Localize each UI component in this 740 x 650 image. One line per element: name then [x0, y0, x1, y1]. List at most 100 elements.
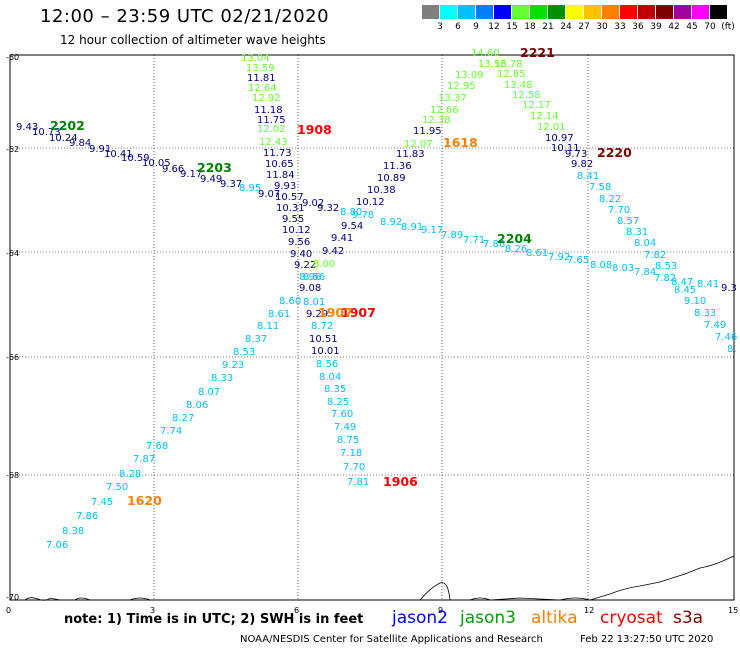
wave-height-value: 8.07: [198, 387, 220, 398]
legend-label: 21: [542, 22, 554, 32]
wave-height-value: 13.04: [241, 53, 270, 64]
pass-time-label: 1906: [383, 474, 418, 489]
wave-height-value: 10.12: [356, 197, 385, 208]
legend-swatch: [476, 5, 493, 19]
wave-height-value: 9.91: [89, 144, 111, 155]
wave-height-value: 7.68: [146, 441, 168, 452]
satellite-altika-label: altika: [531, 608, 578, 628]
legend-swatch: [674, 5, 691, 19]
wave-height-value: 10.01: [311, 346, 340, 357]
wave-height-value: 10.57: [275, 192, 304, 203]
legend-swatch: [440, 5, 457, 19]
wave-height-value: 7.70: [343, 462, 365, 473]
wave-height-value: 10.97: [545, 133, 574, 144]
latitude-labels: -60 -62 -64 -66 -68 -70: [6, 53, 19, 602]
legend-label: 3: [437, 22, 443, 32]
wave-height-value: 9.54: [341, 221, 363, 232]
wave-height-value: 9.41: [331, 233, 353, 244]
wave-height-value: 8.11: [257, 321, 279, 332]
wave-height-value: 8.03: [612, 263, 634, 274]
pass-time-label: 2203: [197, 160, 232, 175]
legend-swatch: [422, 5, 439, 19]
wave-height-value: 12.14: [530, 111, 559, 122]
wave-height-value: 8.: [727, 344, 737, 355]
legend-swatch: [584, 5, 601, 19]
latitude-tick-label: -60: [6, 53, 19, 62]
wave-height-value: 8.22: [599, 194, 621, 205]
wave-height-value: 12.58: [512, 90, 541, 101]
wave-height-value: 8.01: [303, 297, 325, 308]
pass-time-label: 2220: [597, 145, 632, 160]
wave-height-value: 8.53: [655, 261, 677, 272]
wave-height-value: 12.01: [537, 122, 566, 133]
wave-height-value: 13.37: [438, 93, 467, 104]
satellite-cryosat-label: cryosat: [600, 608, 663, 628]
wave-height-value: 7.86: [76, 511, 98, 522]
wave-height-value: 7.74: [160, 426, 182, 437]
wave-height-value: 12.95: [447, 81, 476, 92]
wave-height-value: 7.49: [334, 422, 356, 433]
wave-height-value: 10.89: [377, 173, 406, 184]
legend-label: 39: [650, 22, 662, 32]
legend-swatch: [512, 5, 529, 19]
legend-label: 70: [704, 22, 716, 32]
wave-height-value: 12.38: [422, 115, 451, 126]
wave-height-value: 9.84: [69, 138, 91, 149]
pass-time-label: 2221: [520, 45, 555, 60]
wave-height-value: 9.17: [180, 169, 202, 180]
wave-height-value: 12.17: [522, 100, 551, 111]
map-gridlines: [10, 55, 734, 600]
wave-height-value: 7.84: [634, 267, 656, 278]
wave-height-value: 8.33: [211, 373, 233, 384]
wave-height-value: 8.31: [626, 227, 648, 238]
wave-height-value: 8.35: [324, 384, 346, 395]
wave-height-value: 9.07: [258, 189, 280, 200]
wave-height-value: 9.93: [274, 181, 296, 192]
antarctic-coastline: [10, 555, 735, 601]
longitude-tick-label: 9: [438, 606, 443, 615]
wave-height-value: 10.59: [121, 153, 150, 164]
wave-height-value: 7.58: [589, 182, 611, 193]
wave-height-value: 8.33: [694, 308, 716, 319]
wave-height-value: 11.18: [254, 105, 283, 116]
satellite-tracks: 9.4310.7310.249.849.9110.4110.5910.059.6…: [16, 48, 737, 551]
wave-height-value: 12.02: [257, 124, 286, 135]
wave-height-value: 8.04: [319, 372, 341, 383]
footer-credit: NOAA/NESDIS Center for Satellite Applica…: [240, 634, 543, 645]
longitude-tick-label: 15: [728, 606, 738, 615]
pass-time-label: 1618: [443, 135, 478, 150]
wave-height-value: 8.41: [577, 171, 599, 182]
legend-label: 30: [596, 22, 608, 32]
wave-height-value: 9.73: [565, 149, 587, 160]
wave-height-value: 8.72: [311, 321, 333, 332]
longitude-labels: 0 3 6 9 12 15: [6, 606, 738, 615]
wave-height-value: 8.37: [245, 334, 267, 345]
legend-swatch: [620, 5, 637, 19]
wave-height-value: 14.60: [471, 48, 500, 59]
legend-label: 6: [455, 22, 461, 32]
wave-height-value: 9.78: [352, 210, 374, 221]
legend-label: 12: [488, 22, 500, 32]
wave-height-value: 9.23: [222, 360, 244, 371]
wave-height-value: 9.22: [294, 260, 316, 271]
satellite-s3a-label: s3a: [673, 608, 704, 628]
wave-height-value: 9.43: [16, 122, 38, 133]
latitude-tick-label: -68: [6, 471, 19, 480]
wave-height-value: 13.56: [478, 59, 507, 70]
wave-height-value: 12.92: [252, 93, 281, 104]
wave-height-value: 7.86: [483, 239, 505, 250]
wave-height-value: 8.26: [505, 244, 527, 255]
wave-height-value: 9.3: [721, 283, 737, 294]
note-text: note: 1) Time is in UTC; 2) SWH is in fe…: [64, 612, 364, 627]
wave-height-value: 7.06: [46, 540, 68, 551]
pass-time-label: 2202: [50, 118, 85, 133]
wave-height-value: 11.75: [257, 115, 286, 126]
legend-swatch: [656, 5, 673, 19]
pass-time-label: 1907: [318, 305, 353, 320]
wave-height-value: 11.95: [413, 126, 442, 137]
wave-height-value: 8.60: [279, 296, 301, 307]
wave-height-value: 10.65: [265, 159, 294, 170]
latitude-tick-label: -70: [6, 593, 19, 602]
wave-height-value: 7.82: [654, 273, 676, 284]
legend-label: 45: [686, 22, 698, 32]
